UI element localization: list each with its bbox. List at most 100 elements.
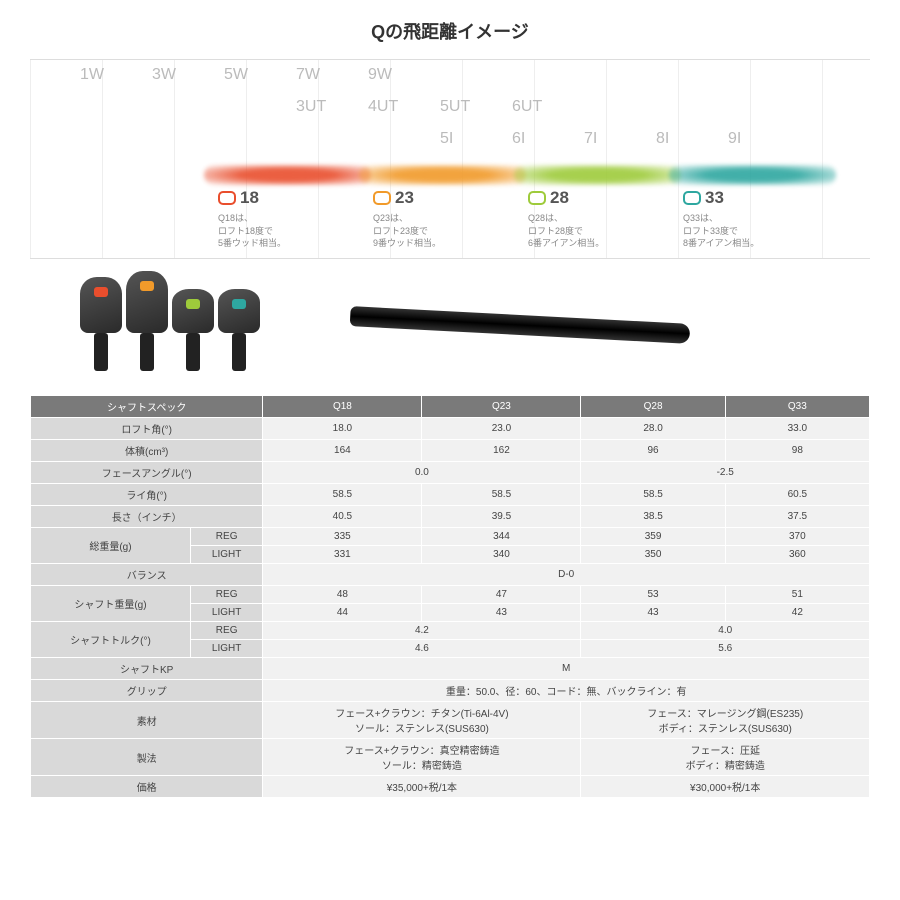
table-label: REG	[190, 528, 262, 546]
table-cell: フェース+クラウン：真空精密鋳造ソール：精密鋳造	[263, 739, 581, 776]
q-icon	[218, 191, 236, 205]
q-item: 28 Q28は、 ロフト28度で 6番アイアン相当。	[520, 188, 675, 250]
table-header: Q33	[725, 396, 869, 418]
table-cell: 60.5	[725, 484, 869, 506]
headcover	[80, 275, 122, 375]
grip-image	[350, 306, 691, 344]
table-cell: 58.5	[422, 484, 581, 506]
table-cell: 48	[263, 586, 422, 604]
table-cell: M	[263, 658, 870, 680]
table-cell: 44	[263, 604, 422, 622]
q-badge: 33	[683, 188, 724, 208]
table-cell: 47	[422, 586, 581, 604]
scale-label: 4UT	[368, 98, 440, 116]
table-header: シャフトスペック	[31, 396, 263, 418]
table-label: グリップ	[31, 680, 263, 702]
table-label: シャフトトルク(°)	[31, 622, 191, 658]
headcover	[126, 269, 168, 375]
spec-table: シャフトスペックQ18Q23Q28Q33ロフト角(°)18.023.028.03…	[30, 395, 870, 798]
table-label: 製法	[31, 739, 263, 776]
table-cell: 350	[581, 546, 725, 564]
table-label: 素材	[31, 702, 263, 739]
page-title: Qの飛距離イメージ	[30, 18, 870, 44]
table-cell: 58.5	[581, 484, 725, 506]
scale-label: 3W	[152, 66, 224, 84]
scale-label: 6UT	[512, 98, 584, 116]
table-cell: 重量：50.0、径：60、コード：無、バックライン：有	[263, 680, 870, 702]
table-cell: フェース：マレージング鋼(ES235)ボディ：ステンレス(SUS630)	[581, 702, 870, 739]
table-label: ライ角(°)	[31, 484, 263, 506]
table-cell: 360	[725, 546, 869, 564]
table-label: 長さ（インチ）	[31, 506, 263, 528]
table-cell: 96	[581, 440, 725, 462]
table-cell: 37.5	[725, 506, 869, 528]
table-cell: 331	[263, 546, 422, 564]
table-cell: 4.2	[263, 622, 581, 640]
table-label: バランス	[31, 564, 263, 586]
table-cell: 43	[581, 604, 725, 622]
headcovers	[80, 269, 260, 375]
product-images	[30, 269, 870, 375]
hc-image	[218, 289, 260, 333]
q-desc: Q28は、 ロフト28度で 6番アイアン相当。	[528, 212, 675, 250]
table-cell: 335	[263, 528, 422, 546]
q-badge: 28	[528, 188, 569, 208]
scale-label: 7I	[584, 130, 656, 148]
table-cell: 23.0	[422, 418, 581, 440]
table-cell: 40.5	[263, 506, 422, 528]
table-cell: フェース：圧延ボディ：精密鋳造	[581, 739, 870, 776]
scale-label: 3UT	[296, 98, 368, 116]
q-icon	[373, 191, 391, 205]
table-cell: 53	[581, 586, 725, 604]
table-cell: 28.0	[581, 418, 725, 440]
distance-chart: 1W3W5W7W9W 3UT4UT5UT6UT 5I6I7I8I9I 18Q18…	[30, 59, 870, 259]
scale-label: 5W	[224, 66, 296, 84]
table-cell: フェース+クラウン：チタン(Ti-6Al-4V)ソール：ステンレス(SUS630…	[263, 702, 581, 739]
table-cell: 162	[422, 440, 581, 462]
table-label: REG	[190, 622, 262, 640]
q-item: 23Q23は、 ロフト23度で 9番ウッド相当。	[365, 188, 520, 250]
q-icon	[683, 191, 701, 205]
scale-label: 8I	[656, 130, 728, 148]
scale-label: 6I	[512, 130, 584, 148]
table-cell: 38.5	[581, 506, 725, 528]
table-cell: -2.5	[581, 462, 870, 484]
q-item: 18Q18は、 ロフト18度で 5番ウッド相当。	[210, 188, 365, 250]
table-label: 体積(cm³)	[31, 440, 263, 462]
ut-row: 3UT4UT5UT6UT	[30, 98, 870, 116]
table-header: Q18	[263, 396, 422, 418]
table-cell: 39.5	[422, 506, 581, 528]
distance-bars	[210, 165, 830, 185]
table-cell: 98	[725, 440, 869, 462]
table-cell: ¥30,000+税/1本	[581, 776, 870, 798]
table-header: Q28	[581, 396, 725, 418]
q-desc: Q33は、 ロフト33度で 8番アイアン相当。	[683, 212, 830, 250]
woods-row: 1W3W5W7W9W	[30, 66, 870, 84]
table-cell: 33.0	[725, 418, 869, 440]
table-label: LIGHT	[190, 604, 262, 622]
hc-image	[126, 271, 168, 333]
table-cell: 18.0	[263, 418, 422, 440]
table-cell: 164	[263, 440, 422, 462]
hc-image	[172, 289, 214, 333]
scale-label: 9W	[368, 66, 440, 84]
table-label: LIGHT	[190, 546, 262, 564]
table-cell: ¥35,000+税/1本	[263, 776, 581, 798]
q-item: 33 Q33は、 ロフト33度で 8番アイアン相当。	[675, 188, 830, 250]
table-cell: 344	[422, 528, 581, 546]
scale-label: 9I	[728, 130, 800, 148]
hc-image	[80, 277, 122, 333]
table-cell: D-0	[263, 564, 870, 586]
table-cell: 5.6	[581, 640, 870, 658]
table-header: Q23	[422, 396, 581, 418]
iron-row: 5I6I7I8I9I	[30, 130, 870, 148]
table-cell: 4.6	[263, 640, 581, 658]
table-label: ロフト角(°)	[31, 418, 263, 440]
table-label: 価格	[31, 776, 263, 798]
q-badge: 18	[218, 188, 259, 208]
table-cell: 370	[725, 528, 869, 546]
scale-label: 1W	[80, 66, 152, 84]
table-cell: 340	[422, 546, 581, 564]
table-label: 総重量(g)	[31, 528, 191, 564]
table-label: フェースアングル(°)	[31, 462, 263, 484]
